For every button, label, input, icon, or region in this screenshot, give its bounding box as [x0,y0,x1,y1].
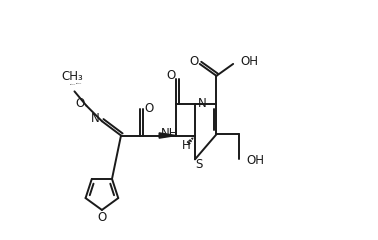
Text: O: O [75,97,84,110]
Text: H: H [182,138,191,151]
Text: OH: OH [246,154,264,167]
Text: N: N [198,97,207,110]
Text: methoxy: methoxy [70,84,76,85]
Text: N: N [91,112,99,125]
Text: O: O [189,55,198,68]
Text: O: O [144,102,153,114]
Text: O: O [97,211,107,224]
Polygon shape [159,133,176,138]
Text: CH₃: CH₃ [61,70,83,83]
Text: S: S [195,158,202,171]
Text: NH: NH [161,127,178,140]
Text: methoxy: methoxy [76,83,82,84]
Text: OH: OH [240,55,258,68]
Text: O: O [166,69,176,82]
